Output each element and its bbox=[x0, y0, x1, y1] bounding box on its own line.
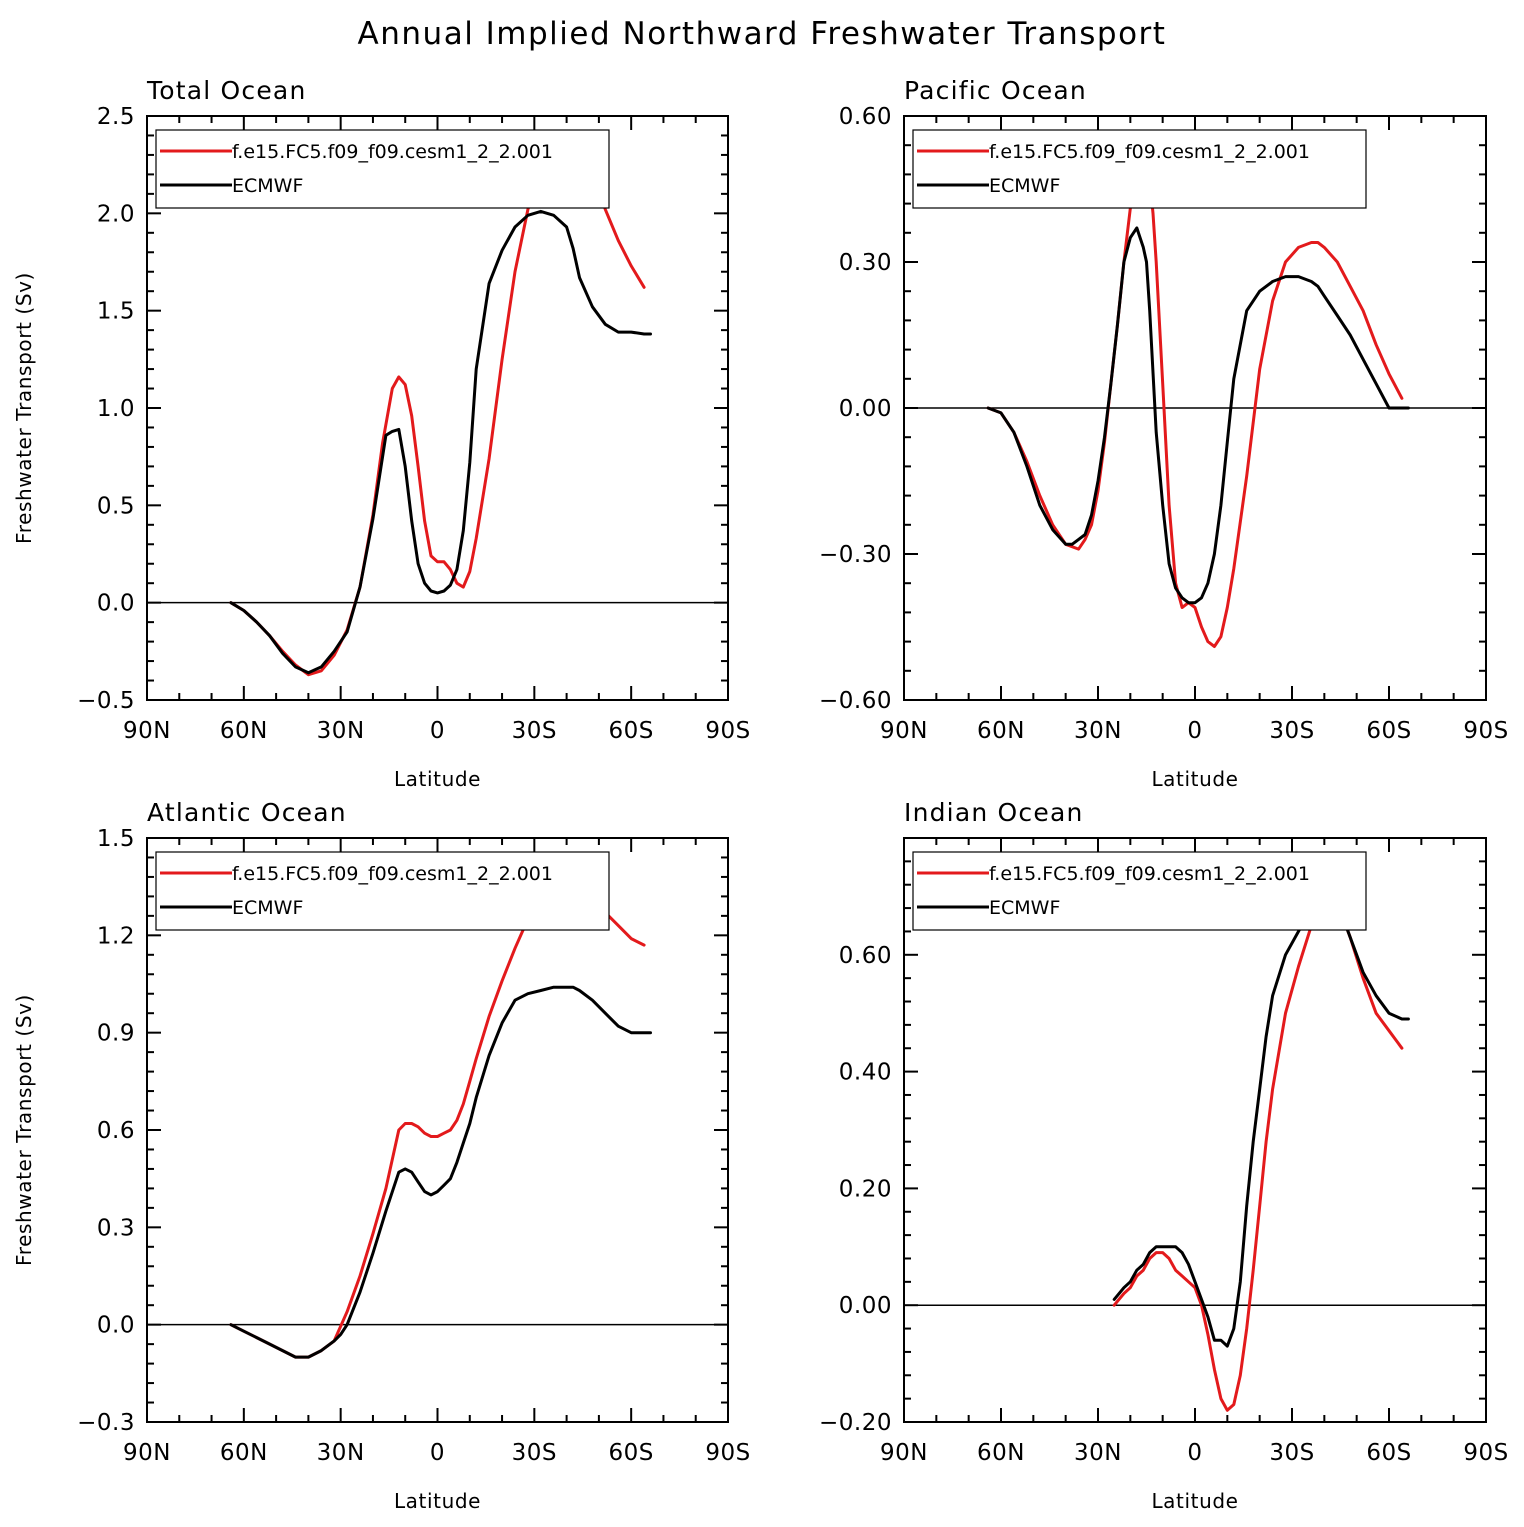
x-tick-label: 30S bbox=[512, 1440, 557, 1466]
legend-label: f.e15.FC5.f09_f09.cesm1_2_2.001 bbox=[232, 141, 553, 163]
y-tick-label: 0.60 bbox=[839, 943, 892, 969]
x-tick-label: 30N bbox=[317, 1440, 365, 1466]
y-tick-label: 0.20 bbox=[839, 1176, 892, 1202]
series-line-ecmwf bbox=[229, 985, 652, 1359]
x-tick-label: 60S bbox=[608, 718, 653, 744]
legend-label: ECMWF bbox=[989, 175, 1060, 197]
x-tick-label: 60N bbox=[977, 718, 1025, 744]
x-tick-label: 90N bbox=[123, 1440, 171, 1466]
x-axis-label: Latitude bbox=[1151, 767, 1238, 791]
x-tick-label: 30S bbox=[1269, 1440, 1314, 1466]
panel-title: Atlantic Ocean bbox=[147, 798, 347, 827]
panel-title: Pacific Ocean bbox=[904, 76, 1087, 105]
x-axis-label: Latitude bbox=[394, 767, 481, 791]
x-tick-label: 90N bbox=[123, 718, 171, 744]
series-line-ecmwf bbox=[1112, 889, 1410, 1348]
x-tick-label: 30N bbox=[1074, 718, 1122, 744]
legend-label: f.e15.FC5.f09_f09.cesm1_2_2.001 bbox=[989, 863, 1310, 885]
y-tick-label: 0.30 bbox=[839, 250, 892, 276]
panel-title: Total Ocean bbox=[146, 76, 307, 105]
chart-panel-1: Total Ocean 90N 60N 30N 0 30S 60S 90S −0.5 0.0 0.5… bbox=[12, 76, 750, 791]
y-tick-label: 1.5 bbox=[97, 826, 135, 852]
y-tick-label: 0.3 bbox=[97, 1215, 135, 1241]
series-line-ecmwf bbox=[986, 226, 1410, 605]
x-tick-label: 60N bbox=[220, 1440, 268, 1466]
y-tick-label: −0.30 bbox=[819, 542, 892, 568]
x-tick-label: 30N bbox=[1074, 1440, 1122, 1466]
series-line-ecmwf bbox=[229, 209, 652, 675]
x-tick-label: 60N bbox=[977, 1440, 1025, 1466]
x-tick-label: 0 bbox=[430, 1440, 445, 1466]
y-axis-label: Freshwater Transport (Sv) bbox=[12, 994, 36, 1266]
x-tick-label: 30N bbox=[317, 718, 365, 744]
y-tick-label: −0.3 bbox=[77, 1410, 135, 1436]
panel-title: Indian Ocean bbox=[904, 798, 1084, 827]
x-tick-label: 90S bbox=[1463, 718, 1508, 744]
x-tick-label: 90N bbox=[880, 1440, 928, 1466]
legend-label: ECMWF bbox=[232, 897, 303, 919]
y-tick-label: 0.00 bbox=[839, 396, 892, 422]
y-tick-label: −0.5 bbox=[77, 688, 135, 714]
y-tick-label: 2.0 bbox=[97, 201, 135, 227]
y-tick-label: 0.0 bbox=[97, 1313, 135, 1339]
legend-label: ECMWF bbox=[989, 897, 1060, 919]
x-tick-label: 0 bbox=[430, 718, 445, 744]
x-tick-label: 30S bbox=[512, 718, 557, 744]
legend: f.e15.FC5.f09_f09.cesm1_2_2.001 ECMWF bbox=[155, 851, 610, 931]
figure-title: Annual Implied Northward Freshwater Tran… bbox=[358, 16, 1167, 52]
y-tick-label: 0.60 bbox=[839, 104, 892, 130]
x-axis-label: Latitude bbox=[1151, 1489, 1238, 1513]
x-tick-label: 90N bbox=[880, 718, 928, 744]
y-tick-label: 0.00 bbox=[839, 1293, 892, 1319]
y-tick-label: −0.20 bbox=[819, 1410, 892, 1436]
legend-box bbox=[912, 851, 1367, 931]
chart-panel-3: Atlantic Ocean 90N 60N 30N 0 30S 60S 90S −0.3 0.0… bbox=[12, 798, 750, 1513]
x-tick-label: 60S bbox=[1366, 718, 1411, 744]
y-tick-label: 0.5 bbox=[97, 493, 135, 519]
legend-label: ECMWF bbox=[232, 175, 303, 197]
legend: f.e15.FC5.f09_f09.cesm1_2_2.001 ECMWF bbox=[155, 129, 610, 209]
legend-box bbox=[155, 129, 610, 209]
x-tick-label: 30S bbox=[1269, 718, 1314, 744]
y-tick-label: 1.5 bbox=[97, 299, 135, 325]
chart-panels: Total Ocean 90N 60N 30N 0 30S 60S 90S −0.5 0.0 0.5… bbox=[12, 76, 1508, 1513]
y-tick-label: 0.0 bbox=[97, 591, 135, 617]
y-tick-label: 2.5 bbox=[97, 104, 135, 130]
legend-label: f.e15.FC5.f09_f09.cesm1_2_2.001 bbox=[232, 863, 553, 885]
y-tick-label: 0.9 bbox=[97, 1021, 135, 1047]
legend: f.e15.FC5.f09_f09.cesm1_2_2.001 ECMWF bbox=[912, 851, 1367, 931]
y-tick-label: 1.0 bbox=[97, 396, 135, 422]
x-axis-label: Latitude bbox=[394, 1489, 481, 1513]
y-tick-label: 1.2 bbox=[97, 923, 135, 949]
legend-label: f.e15.FC5.f09_f09.cesm1_2_2.001 bbox=[989, 141, 1310, 163]
y-axis-label: Freshwater Transport (Sv) bbox=[12, 272, 36, 544]
x-tick-label: 90S bbox=[705, 718, 750, 744]
x-tick-label: 90S bbox=[705, 1440, 750, 1466]
y-tick-label: 0.6 bbox=[97, 1118, 135, 1144]
x-tick-label: 0 bbox=[1187, 1440, 1202, 1466]
legend: f.e15.FC5.f09_f09.cesm1_2_2.001 ECMWF bbox=[912, 129, 1367, 209]
series-line-model bbox=[229, 878, 646, 1359]
x-tick-label: 60N bbox=[220, 718, 268, 744]
chart-panel-2: Pacific Ocean 90N 60N 30N 0 30S 60S 90S −0.60 −0.… bbox=[819, 76, 1508, 791]
y-tick-label: −0.60 bbox=[819, 688, 892, 714]
x-tick-label: 60S bbox=[608, 1440, 653, 1466]
series-line-model bbox=[1112, 894, 1404, 1412]
legend-box bbox=[155, 851, 610, 931]
legend-box bbox=[912, 129, 1367, 209]
x-tick-label: 0 bbox=[1187, 718, 1202, 744]
x-tick-label: 90S bbox=[1463, 1440, 1508, 1466]
y-tick-label: 0.40 bbox=[839, 1060, 892, 1086]
chart-panel-4: Indian Ocean 90N 60N 30N 0 30S 60S 90S −0.20 0.00… bbox=[819, 798, 1508, 1513]
x-tick-label: 60S bbox=[1366, 1440, 1411, 1466]
